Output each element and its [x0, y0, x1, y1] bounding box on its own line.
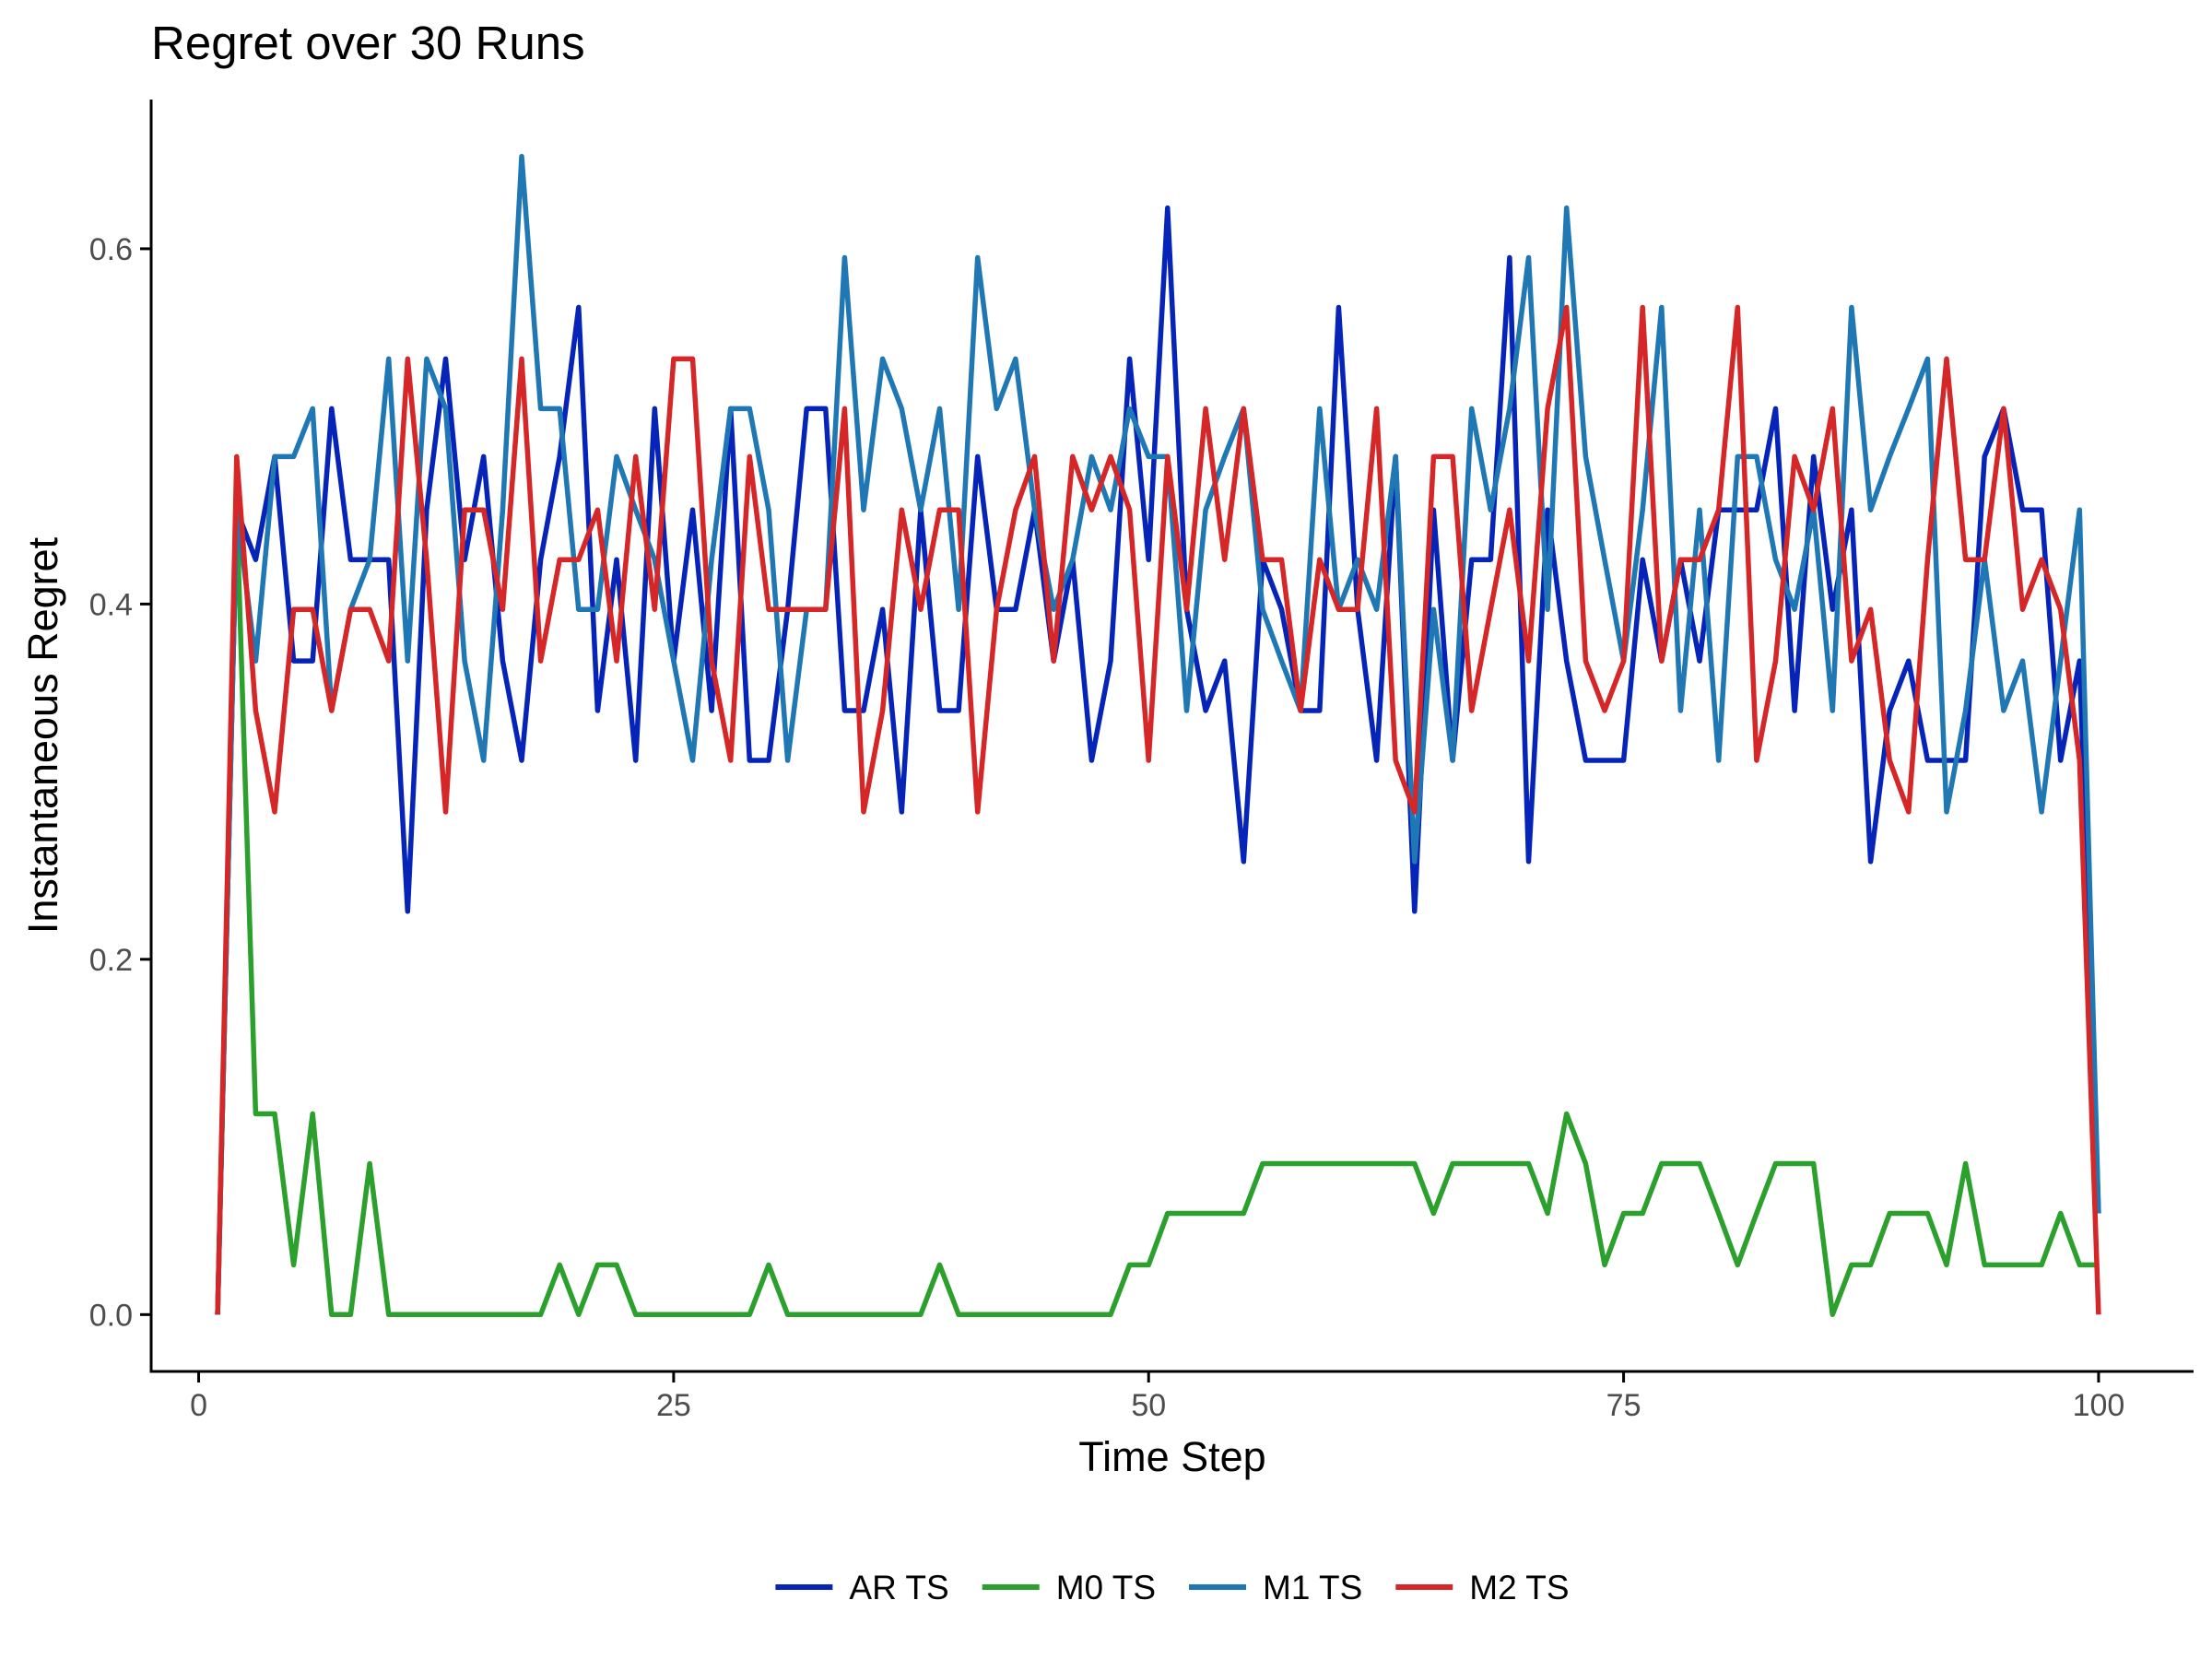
series-line-0 — [215, 205, 2101, 1315]
x-tick-label-0: 0 — [190, 1388, 207, 1423]
series-line-3 — [215, 304, 2101, 1315]
x-tick-label-3: 75 — [1606, 1388, 1641, 1423]
legend: AR TS M0 TS M1 TS M2 TS — [775, 1569, 1570, 1606]
legend-label-2: M1 TS — [1263, 1569, 1362, 1606]
legend-label-1: M0 TS — [1056, 1569, 1156, 1606]
x-tick-label-4: 100 — [2073, 1388, 2125, 1423]
x-tick-group: 0 25 50 75 100 — [190, 1371, 2124, 1423]
y-tick-group: 0.0 0.2 0.4 0.6 — [89, 232, 151, 1333]
y-axis-title: Instantaneous Regret — [19, 536, 66, 934]
y-tick-label-1: 0.2 — [89, 943, 133, 978]
x-tick-label-1: 25 — [656, 1388, 691, 1423]
plot-series-group — [215, 153, 2101, 1318]
series-line-1 — [215, 507, 2099, 1318]
x-axis-title: Time Step — [1078, 1433, 1265, 1480]
legend-label-0: AR TS — [849, 1569, 948, 1606]
y-tick-label-3: 0.6 — [89, 232, 133, 267]
y-tick-label-2: 0.4 — [89, 587, 133, 622]
y-tick-label-0: 0.0 — [89, 1298, 133, 1333]
legend-label-3: M2 TS — [1469, 1569, 1569, 1606]
chart-title: Regret over 30 Runs — [151, 17, 585, 69]
series-line-2 — [215, 153, 2101, 1315]
x-tick-label-2: 50 — [1131, 1388, 1166, 1423]
